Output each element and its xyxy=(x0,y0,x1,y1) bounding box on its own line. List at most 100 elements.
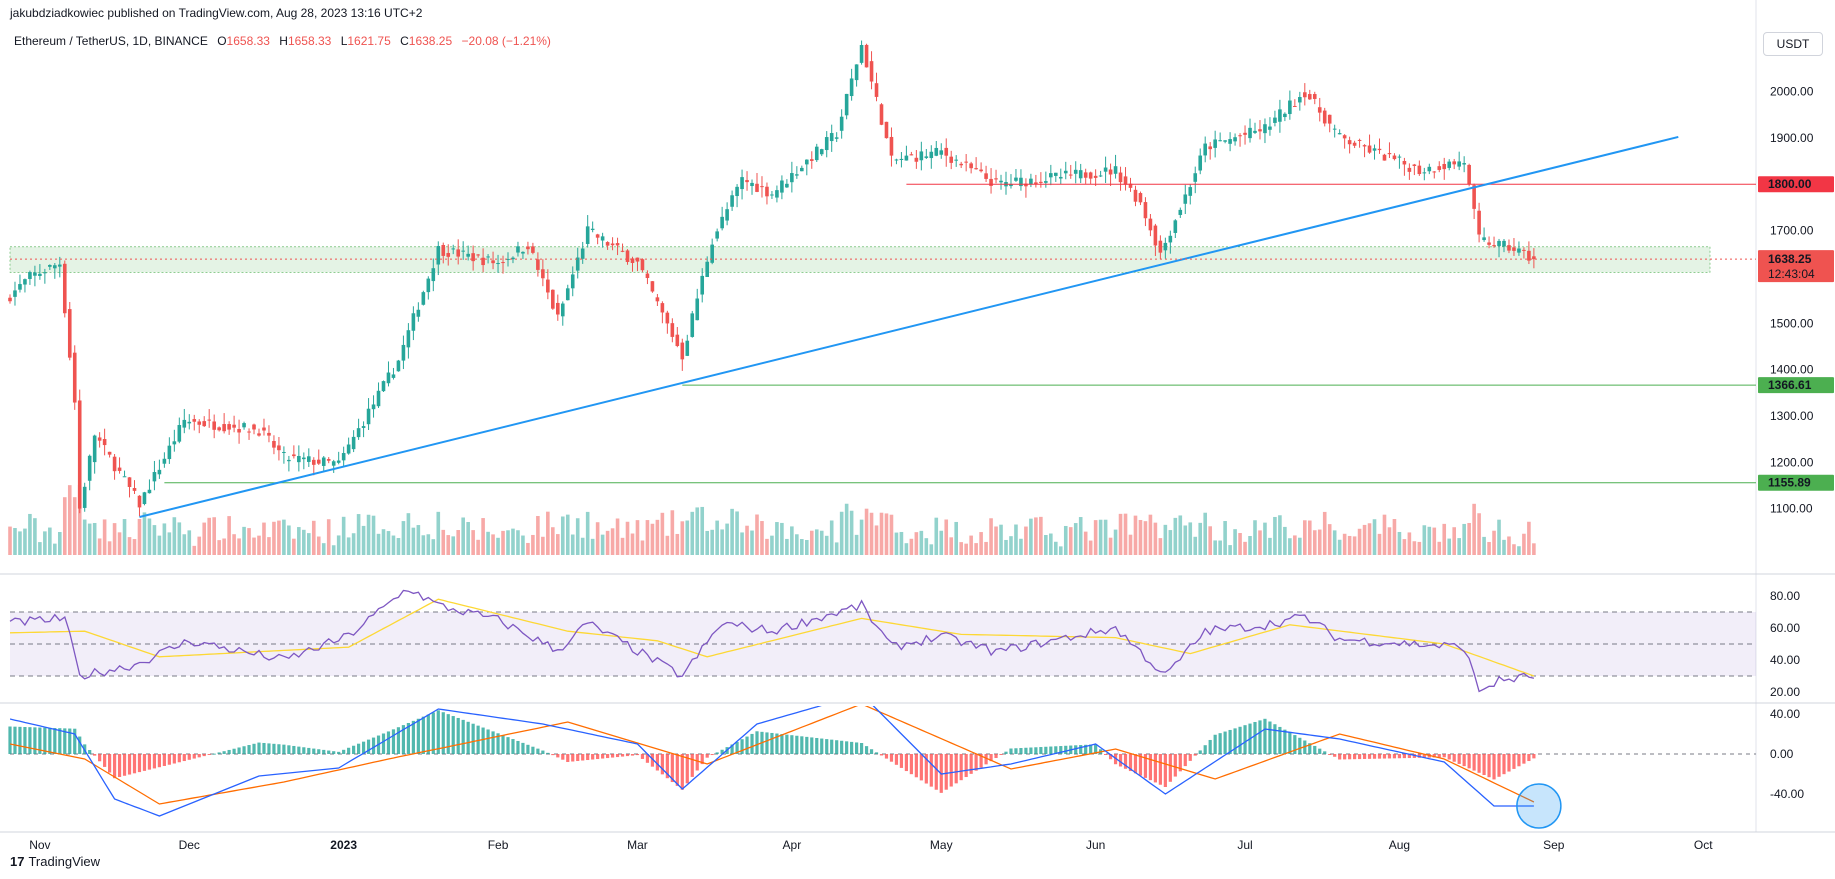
volume-bar xyxy=(904,543,909,555)
macd-histogram-bar xyxy=(157,754,161,768)
price-axis-tick: 2000.00 xyxy=(1770,85,1814,99)
candle xyxy=(162,458,167,464)
currency-button[interactable]: USDT xyxy=(1763,32,1823,56)
volume-bar xyxy=(899,531,904,555)
macd-histogram-bar xyxy=(864,746,869,754)
candle xyxy=(351,436,356,450)
volume-bar xyxy=(1138,519,1143,555)
macd-histogram-bar xyxy=(1243,725,1247,754)
macd-histogram-bar xyxy=(247,745,251,754)
volume-bar xyxy=(242,526,246,555)
candle xyxy=(237,429,241,433)
volume-bar xyxy=(790,526,794,555)
macd-histogram-bar xyxy=(406,722,410,754)
volume-bar xyxy=(1283,526,1287,555)
volume-bar xyxy=(984,541,988,555)
macd-histogram-bar xyxy=(232,748,236,754)
candle xyxy=(824,137,829,151)
volume-bar xyxy=(366,514,371,555)
macd-histogram-bar xyxy=(1064,745,1068,754)
volume-bar xyxy=(1143,521,1148,555)
macd-histogram-bar xyxy=(516,740,520,754)
volume-bar xyxy=(909,538,914,555)
candle xyxy=(62,263,67,314)
time-axis-tick: Dec xyxy=(179,838,200,852)
candle xyxy=(456,249,460,257)
volume-bar xyxy=(406,513,411,555)
volume-bar xyxy=(247,528,251,555)
macd-histogram-bar xyxy=(845,741,849,754)
volume-bar xyxy=(87,523,92,555)
macd-histogram-bar xyxy=(361,741,366,754)
candle xyxy=(1502,240,1506,247)
macd-histogram-bar xyxy=(262,742,266,754)
candle xyxy=(560,303,565,317)
volume-bar xyxy=(162,523,167,555)
volume-bar xyxy=(336,535,341,555)
candle xyxy=(501,262,505,264)
candle xyxy=(451,248,456,250)
macd-histogram-bar xyxy=(476,725,480,754)
macd-histogram-bar xyxy=(620,754,625,757)
candle xyxy=(336,460,341,463)
macd-histogram-bar xyxy=(650,754,655,767)
candle xyxy=(1362,145,1367,147)
volume-bar xyxy=(1367,523,1372,555)
macd-histogram-bar xyxy=(1143,754,1148,778)
macd-histogram-bar xyxy=(1014,748,1018,754)
macd-histogram-bar xyxy=(655,754,659,771)
candle xyxy=(506,258,510,260)
macd-histogram-bar xyxy=(800,736,804,754)
macd-axis-tick: -40.00 xyxy=(1770,787,1804,801)
volume-bar xyxy=(1407,532,1412,555)
volume-bar xyxy=(381,529,386,555)
candle xyxy=(396,360,401,372)
macd-histogram-bar xyxy=(695,754,699,771)
macd-histogram-bar xyxy=(1343,754,1347,760)
macd-histogram-bar xyxy=(750,733,754,754)
candle xyxy=(321,457,326,466)
candle xyxy=(585,226,590,244)
volume-bar xyxy=(466,522,470,555)
candle xyxy=(1357,139,1362,141)
candle xyxy=(496,263,500,265)
volume-bar xyxy=(1362,524,1367,555)
candle xyxy=(1402,160,1407,165)
tradingview-brand[interactable]: 17 TradingView xyxy=(10,854,100,869)
volume-bar xyxy=(824,535,829,555)
candle xyxy=(929,151,934,159)
symbol-title[interactable]: Ethereum / TetherUS, 1D, BINANCE xyxy=(14,34,208,48)
macd-histogram-bar xyxy=(1288,732,1292,754)
macd-histogram-bar xyxy=(1353,754,1357,760)
volume-bar xyxy=(765,538,769,555)
macd-histogram-bar xyxy=(581,754,585,761)
time-axis-tick: Nov xyxy=(29,838,50,852)
candle xyxy=(1307,94,1312,100)
macd-histogram-bar xyxy=(899,754,904,768)
candle xyxy=(1447,161,1452,168)
volume-bar xyxy=(1517,546,1521,555)
volume-bar xyxy=(1457,538,1461,555)
macd-histogram-bar xyxy=(1188,754,1192,761)
candle xyxy=(994,178,998,180)
macd-histogram-bar xyxy=(122,754,127,776)
candle xyxy=(959,163,963,166)
candle xyxy=(819,149,824,155)
volume-bar xyxy=(521,535,525,555)
candle xyxy=(1073,169,1078,174)
candle xyxy=(1014,177,1018,181)
candle xyxy=(1382,154,1387,161)
candle xyxy=(1263,124,1267,134)
candle xyxy=(187,421,192,424)
macd-histogram-bar xyxy=(1487,754,1491,778)
time-axis-tick: Sep xyxy=(1543,838,1565,852)
candle xyxy=(331,461,336,466)
macd-histogram-bar xyxy=(1123,754,1128,769)
candle xyxy=(630,258,635,263)
candle xyxy=(1392,155,1397,160)
volume-bar xyxy=(635,520,640,555)
macd-histogram-bar xyxy=(242,746,246,754)
volume-bar xyxy=(1063,525,1068,555)
candle xyxy=(899,158,904,160)
